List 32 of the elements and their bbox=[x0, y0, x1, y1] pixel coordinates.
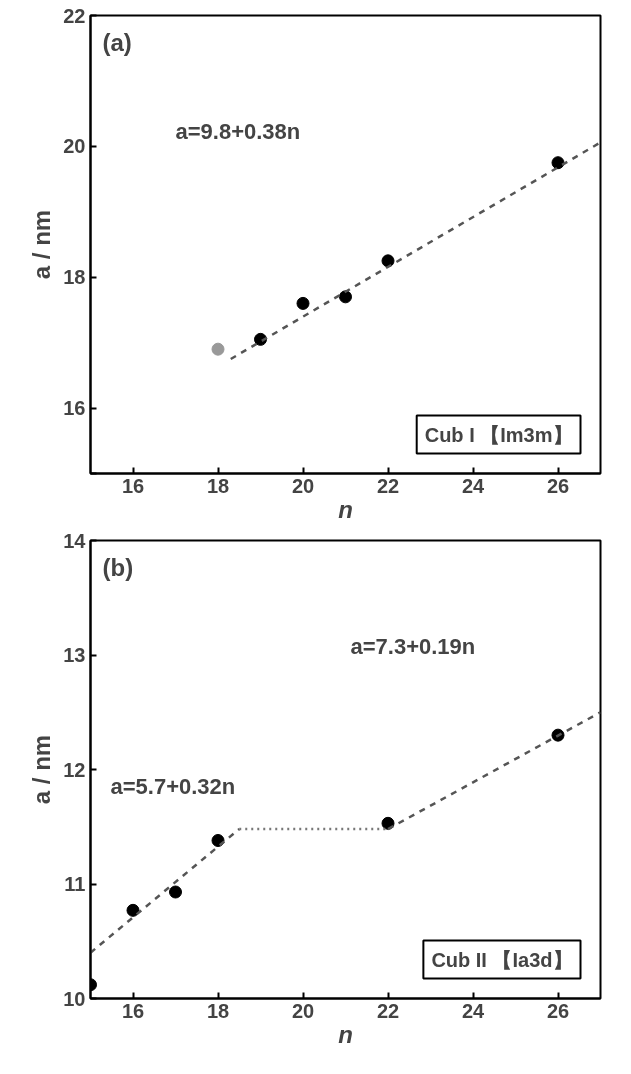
x-axis-title: n bbox=[338, 1020, 353, 1048]
x-tick-label: 20 bbox=[291, 474, 315, 497]
y-tick-label: 22 bbox=[63, 4, 86, 27]
y-tick-label: 10 bbox=[63, 987, 86, 1010]
y-tick-label: 20 bbox=[63, 135, 86, 158]
x-tick-label: 22 bbox=[376, 999, 400, 1022]
text: (b) bbox=[102, 553, 134, 581]
y-tick-label: 16 bbox=[63, 397, 86, 420]
x-tick-label: 26 bbox=[546, 999, 570, 1022]
x-tick-label: 24 bbox=[461, 474, 485, 497]
y-tick-label: 18 bbox=[63, 266, 86, 289]
annotation: Cub II 【Ia3d】 bbox=[431, 948, 573, 971]
y-tick-label: 13 bbox=[63, 644, 86, 666]
annotation: a=9.8+0.38n bbox=[175, 118, 301, 144]
x-tick-label: 16 bbox=[121, 474, 145, 497]
x-tick-label: 26 bbox=[546, 474, 570, 497]
y-tick-label: 14 bbox=[63, 529, 87, 552]
x-tick-label: 20 bbox=[291, 999, 315, 1022]
x-axis-title: n bbox=[338, 495, 353, 523]
y-tick-label: 12 bbox=[63, 758, 86, 781]
x-tick-label: 24 bbox=[461, 999, 485, 1022]
x-tick-label: 16 bbox=[121, 999, 145, 1022]
y-axis-title: a / nm bbox=[28, 209, 56, 280]
x-tick-label: 18 bbox=[206, 999, 230, 1022]
text: (a) bbox=[102, 28, 132, 56]
y-axis-title: a / nm bbox=[28, 734, 56, 805]
annotation: Cub I 【Im3m】 bbox=[424, 423, 573, 446]
x-tick-label: 18 bbox=[206, 474, 230, 497]
annotation: a=5.7+0.32n bbox=[110, 773, 236, 799]
y-tick-label: 11 bbox=[64, 873, 86, 895]
annotation: a=7.3+0.19n bbox=[350, 633, 476, 659]
x-tick-label: 22 bbox=[376, 474, 400, 497]
